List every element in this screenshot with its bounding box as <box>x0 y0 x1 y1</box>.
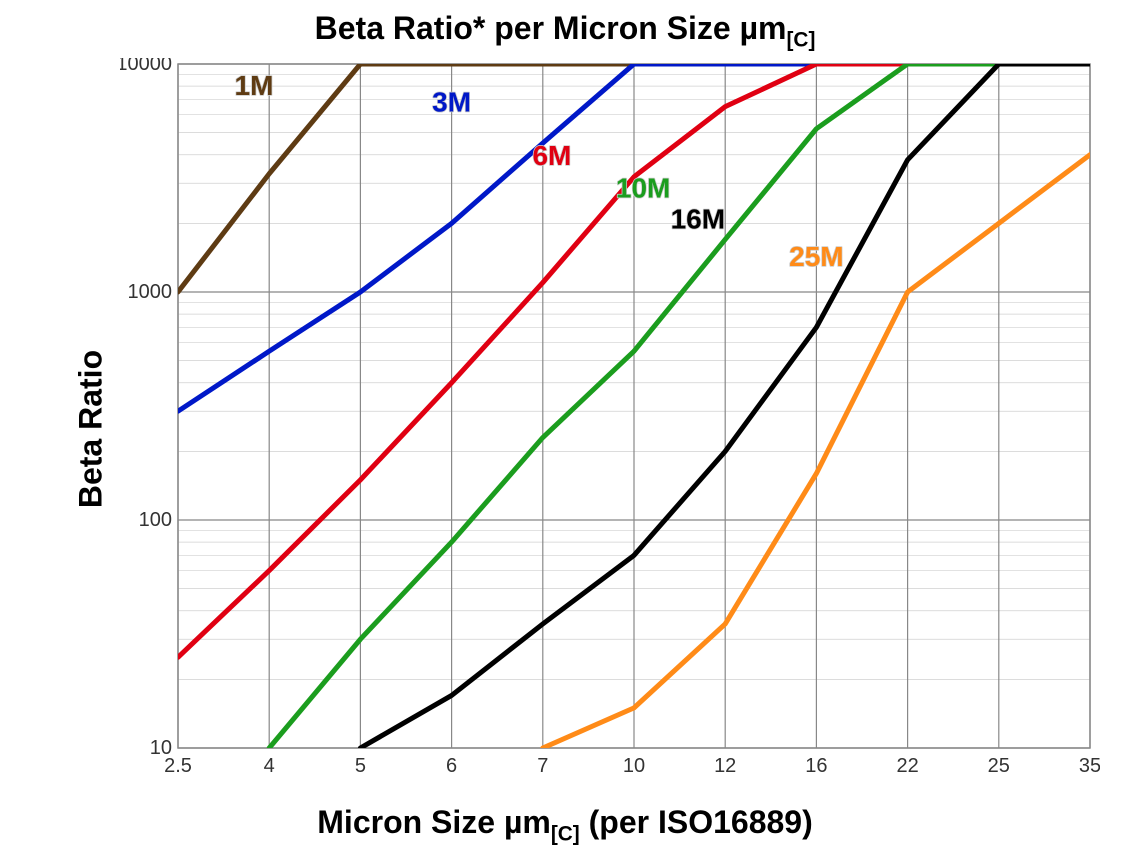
x-tick-label: 6 <box>446 755 457 777</box>
x-tick-label: 5 <box>355 755 366 777</box>
x-axis-title-suffix: (per ISO16889) <box>580 804 813 840</box>
chart-title-text: Beta Ratio* per Micron Size µm <box>315 10 787 46</box>
x-tick-label: 7 <box>537 755 548 777</box>
x-axis-title-text: Micron Size µm <box>317 804 551 840</box>
chart-title: Beta Ratio* per Micron Size µm[C] <box>0 10 1130 52</box>
x-axis-title: Micron Size µm[C] (per ISO16889) <box>0 804 1130 846</box>
x-tick-label: 16 <box>805 755 827 777</box>
chart-title-subscript: [C] <box>787 28 816 51</box>
series-label-25M: 25M <box>789 241 843 272</box>
chart-svg: 101001000100002.545671012162225351M3M6M1… <box>120 58 1100 788</box>
x-tick-label: 4 <box>264 755 275 777</box>
y-tick-label: 10000 <box>120 58 172 75</box>
x-tick-label: 2.5 <box>164 755 192 777</box>
x-tick-label: 10 <box>623 755 645 777</box>
series-label-6M: 6M <box>532 140 571 171</box>
series-label-10M: 10M <box>616 172 670 203</box>
x-tick-label: 35 <box>1079 755 1100 777</box>
series-label-3M: 3M <box>432 86 471 117</box>
series-label-16M: 16M <box>671 203 725 234</box>
x-tick-label: 12 <box>714 755 736 777</box>
series-label-1M: 1M <box>235 70 274 101</box>
x-tick-label: 25 <box>988 755 1010 777</box>
x-tick-label: 22 <box>896 755 918 777</box>
y-axis-title: Beta Ratio <box>73 350 110 508</box>
x-axis-title-subscript: [C] <box>551 822 580 845</box>
y-tick-label: 1000 <box>128 281 173 303</box>
chart-plot-area: 101001000100002.545671012162225351M3M6M1… <box>120 58 1100 788</box>
y-tick-label: 100 <box>139 509 172 531</box>
